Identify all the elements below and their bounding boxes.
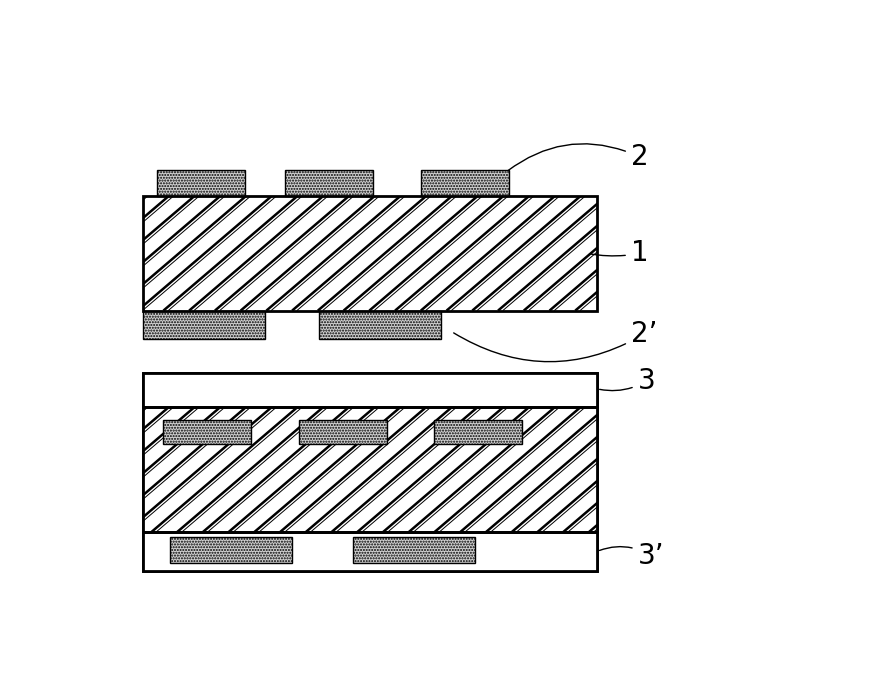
Bar — [143, 373, 597, 571]
Bar — [434, 420, 523, 443]
Bar — [143, 373, 597, 407]
Bar — [143, 196, 597, 311]
Bar — [156, 170, 245, 196]
Bar — [143, 196, 597, 311]
Bar — [163, 420, 252, 443]
Bar — [170, 538, 292, 563]
Text: 3: 3 — [600, 367, 656, 395]
Bar — [143, 532, 597, 571]
Bar — [299, 420, 387, 443]
Text: 2: 2 — [508, 143, 649, 171]
Bar — [285, 170, 373, 196]
Bar — [143, 373, 597, 571]
Bar — [319, 311, 441, 339]
Bar — [353, 538, 475, 563]
Bar — [143, 311, 265, 339]
Bar — [143, 407, 597, 532]
Text: 3’: 3’ — [600, 542, 664, 569]
Text: 1: 1 — [589, 239, 649, 267]
Bar — [421, 170, 509, 196]
Text: 2’: 2’ — [454, 320, 657, 362]
